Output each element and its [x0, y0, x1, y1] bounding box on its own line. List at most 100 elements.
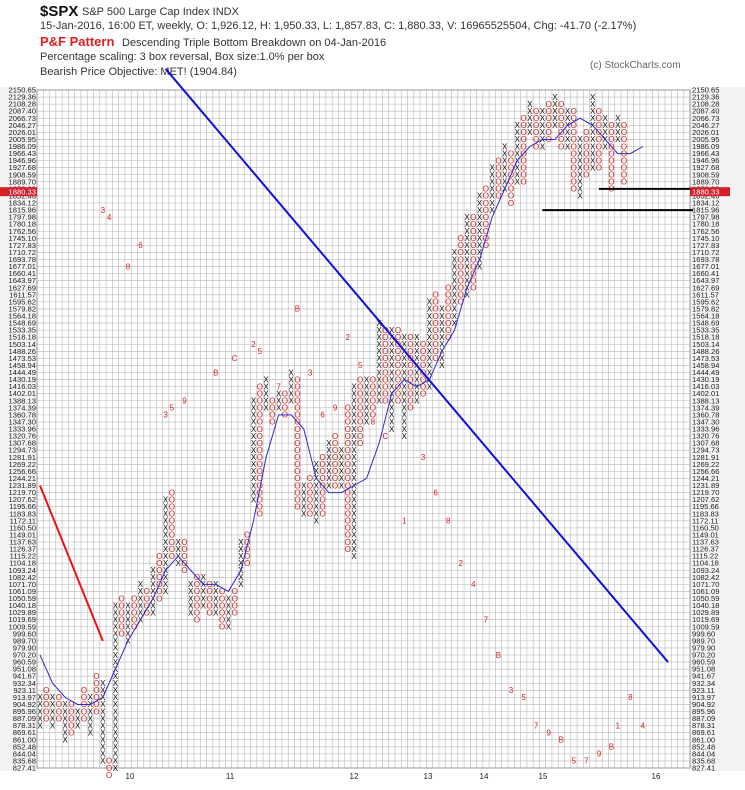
x-mark: X: [351, 389, 357, 398]
o-mark: O: [370, 404, 376, 413]
o-mark: O: [571, 163, 577, 172]
o-mark: O: [332, 453, 338, 462]
o-mark: O: [345, 460, 351, 469]
o-mark: O: [445, 326, 451, 335]
month-marker: 3: [163, 411, 168, 420]
x-mark: X: [163, 587, 169, 596]
o-mark: O: [357, 375, 363, 384]
moving-average-line: [39, 117, 644, 705]
x-mark: X: [452, 284, 458, 293]
o-mark: O: [294, 375, 300, 384]
price-objective: Bearish Price Objective: MET! (1904.84): [40, 66, 237, 78]
y-tick-label-right: 835.68: [692, 756, 715, 765]
o-mark: O: [483, 241, 489, 250]
x-mark: X: [452, 276, 458, 285]
x-mark: X: [226, 601, 232, 610]
y-tick-label-right: 913.97: [692, 693, 715, 702]
o-mark: O: [294, 502, 300, 511]
x-mark: X: [590, 114, 596, 123]
x-mark: X: [100, 714, 106, 723]
y-tick-label-right: 1797.98: [692, 213, 719, 222]
x-mark: X: [163, 545, 169, 554]
x-mark: X: [163, 517, 169, 526]
y-tick-label-left: 932.34: [13, 679, 36, 688]
o-mark: O: [257, 510, 263, 519]
x-mark: X: [251, 418, 257, 427]
o-mark: O: [257, 432, 263, 441]
o-mark: O: [508, 149, 514, 158]
o-mark: O: [345, 502, 351, 511]
o-mark: O: [370, 382, 376, 391]
o-mark: O: [56, 707, 62, 716]
o-mark: O: [571, 135, 577, 144]
o-mark: O: [520, 142, 526, 151]
x-mark: X: [314, 488, 320, 497]
o-mark: O: [382, 389, 388, 398]
o-mark: O: [81, 714, 87, 723]
x-mark: X: [263, 404, 269, 413]
chart-grid: [36, 89, 691, 769]
o-mark: O: [194, 594, 200, 603]
x-mark: X: [351, 425, 357, 434]
x-mark: X: [238, 573, 244, 582]
x-mark: X: [439, 340, 445, 349]
x-mark: X: [590, 163, 596, 172]
o-mark: O: [319, 460, 325, 469]
x-mark: X: [402, 389, 408, 398]
o-mark: O: [596, 163, 602, 172]
o-mark: O: [357, 418, 363, 427]
x-mark: X: [402, 404, 408, 413]
x-mark: X: [226, 615, 232, 624]
x-mark: X: [439, 319, 445, 328]
o-mark: O: [332, 481, 338, 490]
x-mark: X: [326, 474, 332, 483]
o-mark: O: [546, 128, 552, 137]
x-mark: X: [150, 573, 156, 582]
x-mark: X: [113, 728, 119, 737]
bearish-resistance-line: [39, 485, 104, 642]
x-mark: X: [414, 333, 420, 342]
o-mark: O: [307, 488, 313, 497]
o-mark: O: [269, 411, 275, 420]
x-mark: X: [489, 206, 495, 215]
o-mark: O: [357, 389, 363, 398]
o-mark: O: [533, 114, 539, 123]
o-mark: O: [395, 368, 401, 377]
o-mark: O: [294, 432, 300, 441]
month-marker: 7: [276, 382, 281, 391]
x-mark: X: [251, 453, 257, 462]
x-mark: X: [590, 128, 596, 137]
o-mark: O: [294, 467, 300, 476]
o-mark: O: [68, 721, 74, 730]
y-tick-label-left: 1643.97: [9, 276, 36, 285]
x-mark: X: [125, 608, 131, 617]
x-mark: X: [376, 340, 382, 349]
x-mark: X: [351, 453, 357, 462]
o-mark: O: [169, 545, 175, 554]
x-mark: X: [603, 114, 609, 123]
o-mark: O: [156, 559, 162, 568]
y-tick-label-right: 1207.62: [692, 495, 719, 504]
o-mark: O: [93, 707, 99, 716]
o-mark: O: [294, 389, 300, 398]
y-tick-label-left: 895.96: [13, 707, 36, 716]
y-tick-label-right: 1908.59: [692, 170, 719, 179]
y-tick-label-left: 1815.96: [9, 206, 36, 215]
y-tick-label-right: 2150.65: [692, 86, 719, 95]
x-mark: X: [464, 220, 470, 229]
x-mark: X: [125, 623, 131, 632]
o-mark: O: [433, 298, 439, 307]
o-mark: O: [407, 375, 413, 384]
o-mark: O: [257, 481, 263, 490]
x-mark: X: [213, 608, 219, 617]
month-marker: 5: [572, 757, 577, 766]
x-mark: X: [62, 728, 68, 737]
o-mark: O: [93, 672, 99, 681]
o-mark: O: [43, 686, 49, 695]
y-tick-label-left: 960.59: [13, 658, 36, 667]
x-mark: X: [175, 559, 181, 568]
x-mark: X: [163, 538, 169, 547]
x-mark: X: [477, 227, 483, 236]
o-mark: O: [520, 114, 526, 123]
o-mark: O: [294, 446, 300, 455]
